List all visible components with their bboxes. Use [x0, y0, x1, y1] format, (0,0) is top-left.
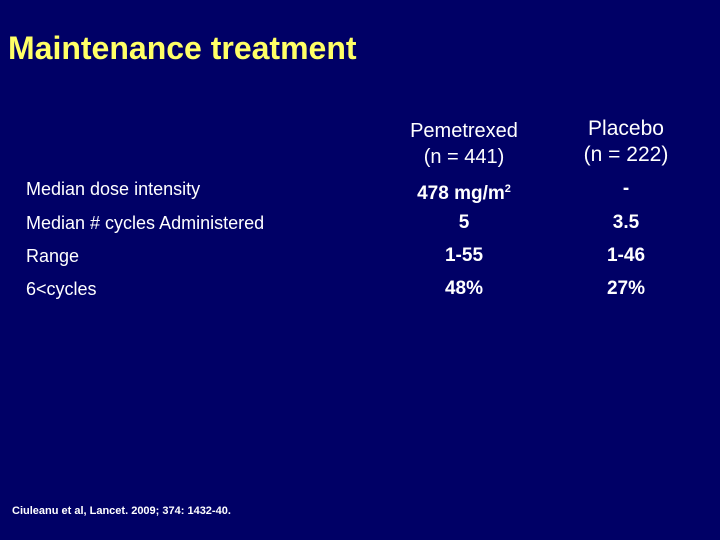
cell-placebo-range: 1-46 — [606, 245, 646, 266]
cell-pemetrexed-range: 1-55 — [444, 245, 484, 266]
cell-pemetrexed-dose-intensity-value: 478 mg/m — [417, 183, 505, 204]
column-header-pemetrexed-name: Pemetrexed — [410, 120, 518, 142]
citation: Ciuleanu et al, Lancet. 2009; 374: 1432-… — [12, 505, 231, 517]
cell-placebo-6-cycles: 27% — [606, 278, 646, 299]
cell-placebo-dose-intensity: - — [622, 178, 630, 199]
column-header-pemetrexed: Pemetrexed (n = 441) — [386, 118, 542, 170]
cell-pemetrexed-dose-intensity: 478 mg/m2 — [386, 178, 542, 205]
column-header-placebo: Placebo (n = 222) — [558, 116, 694, 168]
row-label-median-cycles: Median # cycles Administered — [26, 213, 265, 233]
cell-pemetrexed-6-cycles: 48% — [444, 278, 484, 299]
slide-title: Maintenance treatment — [8, 30, 357, 66]
column-header-pemetrexed-n: (n = 441) — [423, 146, 505, 168]
cell-pemetrexed-cycles: 5 — [458, 212, 470, 233]
row-label-range: Range — [26, 246, 80, 266]
cell-pemetrexed-dose-intensity-exponent: 2 — [504, 183, 511, 195]
cell-placebo-cycles: 3.5 — [612, 212, 640, 233]
row-label-6-cycles: 6<cycles — [26, 279, 97, 299]
column-header-placebo-name: Placebo — [588, 117, 664, 140]
column-header-placebo-n: (n = 222) — [583, 143, 669, 166]
row-label-median-dose-intensity: Median dose intensity — [26, 179, 201, 199]
